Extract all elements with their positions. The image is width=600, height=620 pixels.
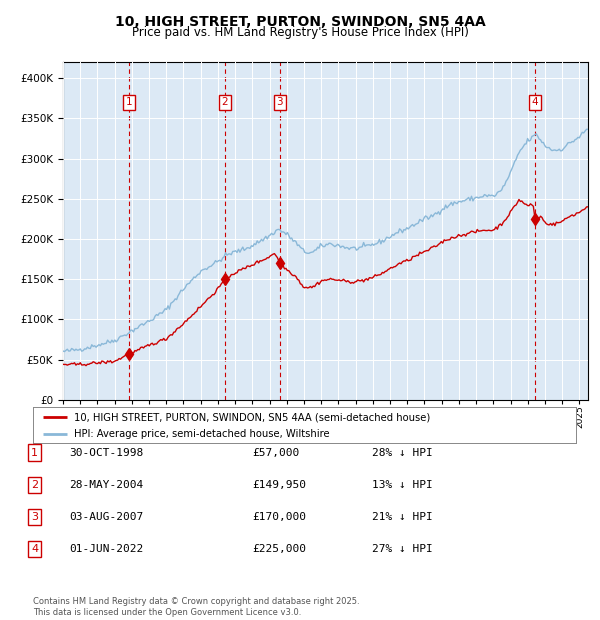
Text: 28-MAY-2004: 28-MAY-2004: [69, 480, 143, 490]
Text: £149,950: £149,950: [252, 480, 306, 490]
Text: 2: 2: [31, 480, 38, 490]
Text: 13% ↓ HPI: 13% ↓ HPI: [372, 480, 433, 490]
Text: 28% ↓ HPI: 28% ↓ HPI: [372, 448, 433, 458]
Text: Contains HM Land Registry data © Crown copyright and database right 2025.
This d: Contains HM Land Registry data © Crown c…: [33, 598, 359, 617]
Text: 1: 1: [125, 97, 132, 107]
Text: £225,000: £225,000: [252, 544, 306, 554]
Text: 4: 4: [532, 97, 538, 107]
Text: £57,000: £57,000: [252, 448, 299, 458]
Text: Price paid vs. HM Land Registry's House Price Index (HPI): Price paid vs. HM Land Registry's House …: [131, 26, 469, 38]
Text: 3: 3: [277, 97, 283, 107]
Text: 01-JUN-2022: 01-JUN-2022: [69, 544, 143, 554]
Text: 10, HIGH STREET, PURTON, SWINDON, SN5 4AA: 10, HIGH STREET, PURTON, SWINDON, SN5 4A…: [115, 15, 485, 29]
Text: 2: 2: [221, 97, 228, 107]
Text: 10, HIGH STREET, PURTON, SWINDON, SN5 4AA (semi-detached house): 10, HIGH STREET, PURTON, SWINDON, SN5 4A…: [74, 412, 430, 422]
Text: 30-OCT-1998: 30-OCT-1998: [69, 448, 143, 458]
Text: 03-AUG-2007: 03-AUG-2007: [69, 512, 143, 522]
Text: 27% ↓ HPI: 27% ↓ HPI: [372, 544, 433, 554]
Text: 21% ↓ HPI: 21% ↓ HPI: [372, 512, 433, 522]
Text: 4: 4: [31, 544, 38, 554]
Text: 3: 3: [31, 512, 38, 522]
Text: HPI: Average price, semi-detached house, Wiltshire: HPI: Average price, semi-detached house,…: [74, 429, 329, 440]
Text: 1: 1: [31, 448, 38, 458]
Text: £170,000: £170,000: [252, 512, 306, 522]
